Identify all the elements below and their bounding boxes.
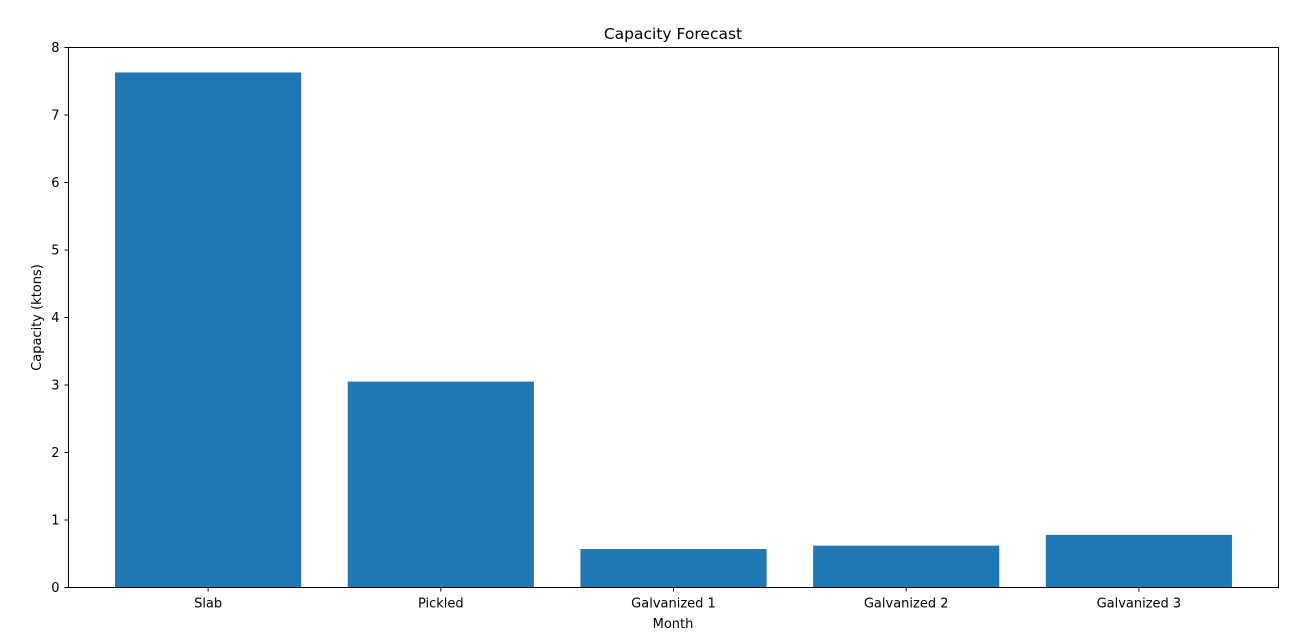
bar-galvanized-3 <box>1045 534 1232 588</box>
bars-layer <box>115 72 1232 588</box>
chart-title: Capacity Forecast <box>604 25 742 43</box>
y-tick-label: 6 <box>51 176 59 191</box>
bar-galvanized-2 <box>813 545 1000 588</box>
y-axis-label: Capacity (ktons) <box>30 264 45 371</box>
y-tick-label: 0 <box>51 581 59 596</box>
plot-frame <box>68 47 1279 588</box>
x-axis-label: Month <box>653 617 694 632</box>
y-tick-label: 4 <box>51 311 59 326</box>
y-tick-label: 7 <box>51 109 59 124</box>
bar-pickled <box>347 381 534 588</box>
y-axis: 0 1 2 3 4 5 6 7 8 <box>51 41 69 596</box>
y-tick-label: 3 <box>51 379 59 394</box>
x-tick-label: Galvanized 3 <box>1097 597 1182 612</box>
x-axis: Slab Pickled Galvanized 1 Galvanized 2 Galva… <box>194 587 1182 612</box>
x-tick-label: Slab <box>194 597 222 612</box>
y-tick-label: 1 <box>51 514 59 529</box>
y-tick-label: 5 <box>51 244 59 259</box>
bar-slab <box>115 72 302 588</box>
bar-galvanized-1 <box>580 549 767 588</box>
y-tick-label: 2 <box>51 446 59 461</box>
x-tick-label: Galvanized 2 <box>864 597 949 612</box>
x-tick-label: Pickled <box>418 597 464 612</box>
x-tick-label: Galvanized 1 <box>631 597 716 612</box>
y-tick-label: 8 <box>51 41 59 56</box>
